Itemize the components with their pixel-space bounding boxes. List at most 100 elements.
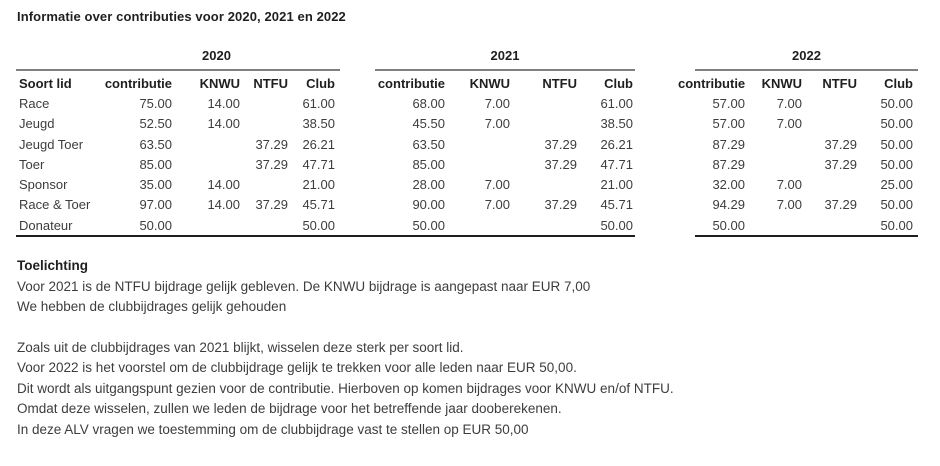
column-header: KNWU: [469, 75, 510, 91]
table-2021-grid: contributie KNWU NTFU Club 68.00 7.00 61.00 45.…: [375, 73, 633, 235]
note-line: Omdat deze wisselen, zullen we leden de …: [17, 401, 562, 416]
note-line: In deze ALV vragen we toestemming om de …: [17, 421, 529, 437]
notes-section: Toelichting Voor 2021 is de NTFU bijdrag…: [17, 256, 917, 440]
note-line: Voor 2022 is het voorstel om de clubbijd…: [17, 360, 577, 375]
table-cell: 14.00: [207, 95, 240, 111]
table-cell: 21.00: [302, 177, 335, 193]
table-cell: 14.00: [207, 116, 240, 132]
row-label: Sponsor: [19, 177, 68, 193]
table-cell: 63.50: [412, 136, 445, 152]
column-header: contributie: [104, 75, 172, 91]
row-label: Jeugd Toer: [19, 136, 84, 152]
table-cell: 37.29: [255, 156, 288, 172]
row-label: Race & Toer: [19, 197, 91, 213]
note-line: Zoals uit de clubbijdrages van 2021 blij…: [17, 339, 464, 355]
table-cell: 50.00: [880, 156, 913, 172]
table-cell: 7.00: [776, 116, 802, 132]
table-cell: 75.00: [139, 95, 172, 111]
row-header: Soort lid: [19, 75, 72, 91]
notes-heading: Toelichting: [17, 258, 88, 273]
column-header: NTFU: [822, 75, 857, 91]
table-cell: 61.00: [302, 95, 335, 111]
table-cell: 7.00: [776, 95, 802, 111]
table-cell: 37.29: [824, 156, 857, 172]
column-header: contributie: [377, 75, 445, 91]
tables-bottom-rule-left: [16, 235, 635, 237]
table-cell: 87.29: [712, 156, 745, 172]
table-cell: 7.00: [484, 95, 510, 111]
table-cell: 38.50: [600, 116, 633, 132]
column-header: NTFU: [542, 75, 577, 91]
note-line: Voor 2021 is de NTFU bijdrage gelijk geb…: [17, 278, 591, 294]
year-header-2021: 2021: [490, 48, 520, 63]
table-cell: 37.29: [824, 197, 857, 213]
notes-paragraph-2: Zoals uit de clubbijdrages van 2021 blij…: [17, 338, 917, 441]
column-header: Club: [884, 75, 913, 91]
table-2022-grid: contributie KNWU NTFU Club 57.00 7.00 50.00 57.…: [678, 73, 913, 235]
table-cell: 7.00: [776, 197, 802, 213]
table-cell: 25.00: [880, 177, 913, 193]
table-cell: 7.00: [776, 177, 802, 193]
table-cell: 7.00: [484, 177, 510, 193]
table-2020-grid: Soort lid contributie KNWU NTFU Club Race 75.0…: [16, 73, 335, 235]
table-cell: 37.29: [544, 136, 577, 152]
table-cell: 45.71: [302, 197, 335, 213]
table-cell: 87.29: [712, 136, 745, 152]
table-cell: 50.00: [880, 116, 913, 132]
table-cell: 38.50: [302, 116, 335, 132]
table-cell: 68.00: [412, 95, 445, 111]
column-header: Club: [604, 75, 633, 91]
table-cell: 14.00: [207, 197, 240, 213]
table-cell: 90.00: [412, 197, 445, 213]
page-title: Informatie over contributies voor 2020, …: [17, 9, 346, 24]
row-label: Donateur: [19, 217, 73, 233]
year-header-2020: 2020: [202, 48, 231, 63]
table-cell: 57.00: [712, 95, 745, 111]
column-header: contributie: [678, 75, 746, 91]
column-header: KNWU: [199, 75, 240, 91]
note-line: Dit wordt als uitgangspunt gezien voor d…: [17, 380, 674, 396]
table-cell: 63.50: [139, 136, 172, 152]
row-label: Toer: [19, 156, 45, 172]
column-header: KNWU: [761, 75, 802, 91]
table-cell: 37.29: [544, 197, 577, 213]
year-header-2022: 2022: [792, 48, 821, 63]
notes-paragraph-1: Voor 2021 is de NTFU bijdrage gelijk geb…: [17, 277, 917, 318]
table-cell: 94.29: [712, 197, 745, 213]
table-cell: 50.00: [412, 217, 445, 233]
table-cell: 47.71: [600, 156, 633, 172]
table-cell: 61.00: [600, 95, 633, 111]
paragraph-spacer: [17, 318, 917, 338]
table-cell: 7.00: [484, 116, 510, 132]
table-cell: 21.00: [600, 177, 633, 193]
table-cell: 28.00: [412, 177, 445, 193]
table-cell: 37.29: [544, 156, 577, 172]
table-cell: 37.29: [255, 136, 288, 152]
row-label: Race: [19, 95, 50, 111]
table-cell: 45.71: [600, 197, 633, 213]
table-cell: 50.00: [139, 217, 172, 233]
table-cell: 97.00: [139, 197, 172, 213]
table-cell: 50.00: [880, 136, 913, 152]
table-cell: 50.00: [880, 197, 913, 213]
table-cell: 7.00: [484, 197, 510, 213]
table-cell: 50.00: [880, 217, 913, 233]
table-cell: 47.71: [302, 156, 335, 172]
table-2022-top-rule: [695, 69, 918, 71]
table-cell: 50.00: [712, 217, 745, 233]
column-header: NTFU: [253, 75, 288, 91]
table-cell: 52.50: [139, 116, 172, 132]
table-cell: 14.00: [207, 177, 240, 193]
table-cell: 50.00: [880, 95, 913, 111]
table-cell: 37.29: [255, 197, 288, 213]
table-2020-top-rule: [16, 69, 340, 71]
column-header: Club: [306, 75, 335, 91]
table-cell: 37.29: [824, 136, 857, 152]
table-cell: 85.00: [412, 156, 445, 172]
table-cell: 35.00: [139, 177, 172, 193]
table-cell: 85.00: [139, 156, 172, 172]
table-cell: 26.21: [600, 136, 633, 152]
table-2021-top-rule: [375, 69, 635, 71]
table-cell: 32.00: [712, 177, 745, 193]
